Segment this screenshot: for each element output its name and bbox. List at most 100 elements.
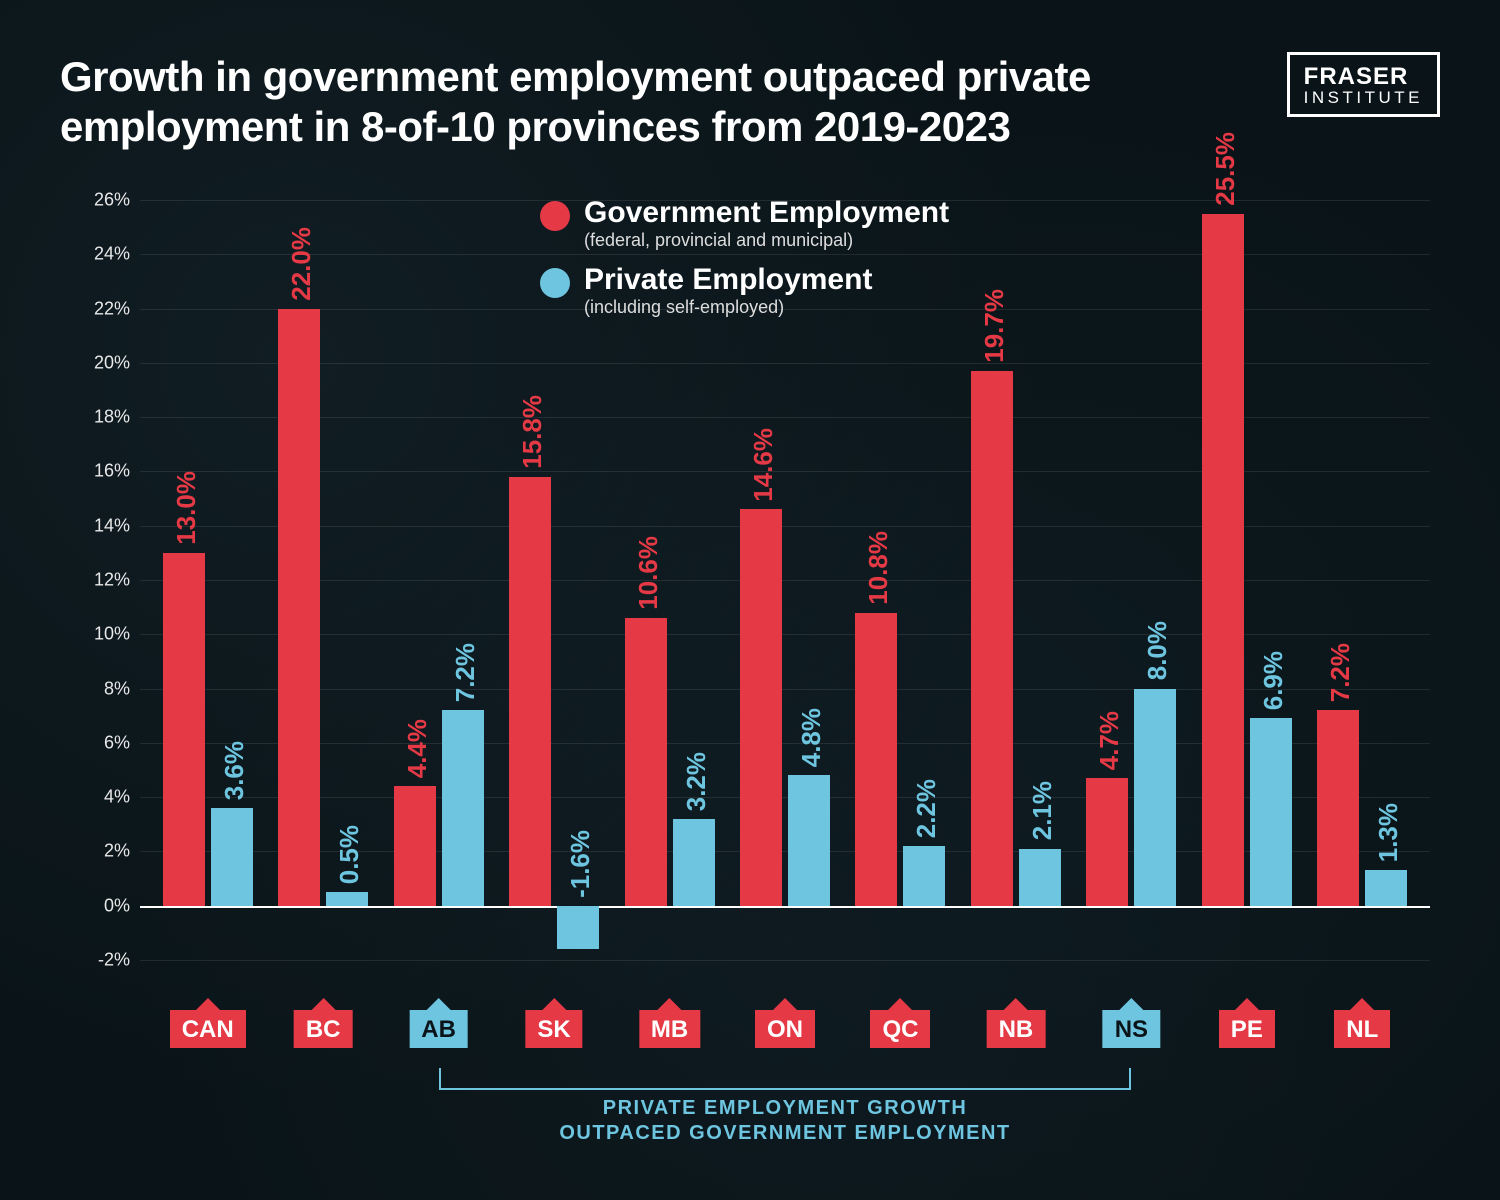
y-tick-label: 4% (70, 787, 130, 808)
bar-label-gov: 10.8% (863, 531, 894, 605)
bar-label-priv: -1.6% (565, 830, 596, 898)
bar-gov (1202, 214, 1244, 906)
x-tag-label: BC (306, 1016, 341, 1043)
y-tick-label: 12% (70, 570, 130, 591)
x-tag-label: MB (651, 1016, 688, 1043)
bar-gov (971, 371, 1013, 906)
x-tag-ab: AB (409, 1010, 468, 1048)
bar-label-gov: 4.4% (402, 719, 433, 778)
bar-label-priv: 0.5% (334, 825, 365, 884)
bar-label-gov: 13.0% (171, 471, 202, 545)
logo-line-bottom: INSTITUTE (1304, 89, 1423, 106)
y-tick-label: 26% (70, 190, 130, 211)
bar-label-priv: 4.8% (796, 708, 827, 767)
zero-line (140, 906, 1430, 908)
legend: Government Employment (federal, provinci… (540, 198, 949, 332)
x-tag-label: ON (767, 1016, 803, 1043)
x-tag-nl: NL (1334, 1010, 1390, 1048)
bar-label-priv: 2.1% (1027, 781, 1058, 840)
callout-annotation: PRIVATE EMPLOYMENT GROWTH OUTPACED GOVER… (140, 1070, 1430, 1190)
bar-priv (788, 775, 830, 905)
bar-label-priv: 1.3% (1373, 803, 1404, 862)
y-tick-label: 24% (70, 244, 130, 265)
x-tag-label: CAN (182, 1016, 234, 1043)
bar-gov (855, 613, 897, 906)
bar-priv (211, 808, 253, 906)
bar-gov (163, 553, 205, 906)
legend-dot-government (540, 201, 570, 231)
y-tick-label: 20% (70, 352, 130, 373)
gridline (140, 960, 1430, 961)
x-tag-bc: BC (294, 1010, 353, 1048)
x-tag-label: QC (882, 1016, 918, 1043)
bar-label-priv: 7.2% (450, 643, 481, 702)
bar-priv (1250, 718, 1292, 905)
x-tag-on: ON (755, 1010, 815, 1048)
bar-label-priv: 2.2% (911, 779, 942, 838)
legend-dot-private (540, 268, 570, 298)
fraser-institute-logo: FRASER INSTITUTE (1287, 52, 1440, 117)
x-tag-ns: NS (1103, 1010, 1160, 1048)
bar-gov (509, 477, 551, 906)
bar-label-gov: 4.7% (1094, 711, 1125, 770)
bar-gov (1086, 778, 1128, 906)
bar-label-priv: 8.0% (1142, 621, 1173, 680)
bar-label-gov: 14.6% (748, 428, 779, 502)
chart-title: Growth in government employment outpaced… (60, 52, 1160, 151)
logo-line-top: FRASER (1304, 65, 1423, 89)
bar-label-gov: 22.0% (286, 227, 317, 301)
bar-label-gov: 15.8% (517, 395, 548, 469)
bar-label-gov: 10.6% (633, 536, 664, 610)
x-tag-nb: NB (987, 1010, 1046, 1048)
bar-priv (326, 892, 368, 906)
bar-priv (1365, 870, 1407, 905)
y-tick-label: -2% (70, 950, 130, 971)
legend-item-government: Government Employment (federal, provinci… (540, 198, 949, 251)
y-tick-label: 2% (70, 841, 130, 862)
bar-priv (442, 710, 484, 905)
callout-bracket (439, 1070, 1132, 1090)
callout-text: PRIVATE EMPLOYMENT GROWTH OUTPACED GOVER… (559, 1096, 1010, 1146)
x-axis: CAN BC AB SK MB ON QC NB NS PE NL (140, 1010, 1430, 1070)
legend-sublabel-private: (including self-employed) (584, 297, 872, 318)
y-tick-label: 10% (70, 624, 130, 645)
y-tick-label: 8% (70, 678, 130, 699)
bar-label-priv: 3.6% (219, 741, 250, 800)
x-tag-label: AB (421, 1016, 456, 1043)
bar-gov (740, 509, 782, 905)
x-tag-can: CAN (170, 1010, 246, 1048)
bar-label-gov: 7.2% (1325, 643, 1356, 702)
x-tag-pe: PE (1219, 1010, 1275, 1048)
legend-label-private: Private Employment (584, 265, 872, 295)
bar-gov (394, 786, 436, 905)
y-tick-label: 22% (70, 298, 130, 319)
x-tag-label: NS (1115, 1016, 1148, 1043)
y-tick-label: 0% (70, 895, 130, 916)
bar-gov (625, 618, 667, 906)
bar-label-priv: 6.9% (1258, 651, 1289, 710)
x-tag-sk: SK (525, 1010, 582, 1048)
bar-label-priv: 3.2% (681, 752, 712, 811)
bar-gov (1317, 710, 1359, 905)
bar-priv (903, 846, 945, 906)
bar-priv (1019, 849, 1061, 906)
x-tag-qc: QC (870, 1010, 930, 1048)
bar-label-gov: 19.7% (979, 289, 1010, 363)
y-tick-label: 16% (70, 461, 130, 482)
bar-priv (1134, 689, 1176, 906)
legend-sublabel-government: (federal, provincial and municipal) (584, 230, 949, 251)
legend-label-government: Government Employment (584, 198, 949, 228)
bar-priv (673, 819, 715, 906)
y-tick-label: 18% (70, 407, 130, 428)
x-tag-label: NL (1346, 1016, 1378, 1043)
legend-item-private: Private Employment (including self-emplo… (540, 265, 949, 318)
bar-gov (278, 309, 320, 906)
x-tag-label: SK (537, 1016, 570, 1043)
x-tag-label: NB (999, 1016, 1034, 1043)
y-tick-label: 14% (70, 515, 130, 536)
x-tag-label: PE (1231, 1016, 1263, 1043)
x-tag-mb: MB (639, 1010, 700, 1048)
bar-priv (557, 906, 599, 949)
y-tick-label: 6% (70, 732, 130, 753)
bar-label-gov: 25.5% (1210, 132, 1241, 206)
